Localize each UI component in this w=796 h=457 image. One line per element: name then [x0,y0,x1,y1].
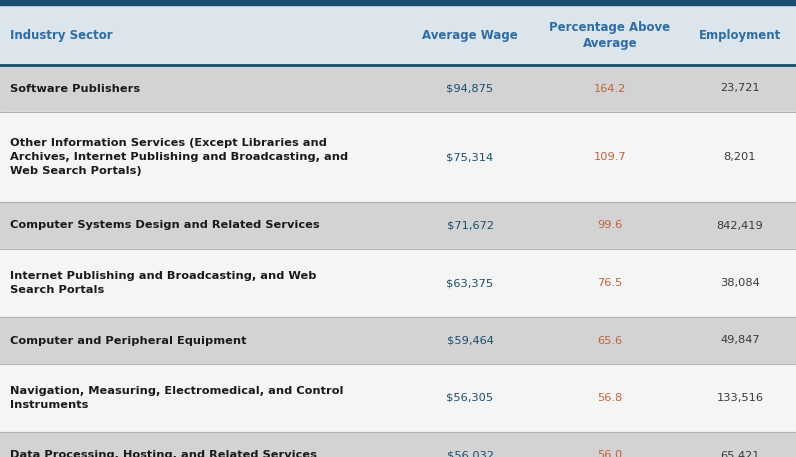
Text: 65.6: 65.6 [598,335,622,345]
Text: Computer Systems Design and Related Services: Computer Systems Design and Related Serv… [10,220,320,230]
Text: $63,375: $63,375 [447,278,494,288]
Text: $56,305: $56,305 [447,393,494,403]
Bar [0,202,796,249]
Text: $71,672: $71,672 [447,220,494,230]
Text: 38,084: 38,084 [720,278,760,288]
Text: Navigation, Measuring, Electromedical, and Control
Instruments: Navigation, Measuring, Electromedical, a… [10,386,344,410]
Bar [0,5,796,65]
Bar [0,112,796,202]
Bar [0,0,796,5]
Text: 164.2: 164.2 [594,84,626,94]
Bar [0,432,796,457]
Text: Internet Publishing and Broadcasting, and Web
Search Portals: Internet Publishing and Broadcasting, an… [10,271,317,295]
Text: Computer and Peripheral Equipment: Computer and Peripheral Equipment [10,335,247,345]
Bar [0,317,796,364]
Text: $59,464: $59,464 [447,335,494,345]
Text: Industry Sector: Industry Sector [10,28,112,42]
Text: 133,516: 133,516 [716,393,763,403]
Text: 56.0: 56.0 [597,451,622,457]
Text: Average Wage: Average Wage [422,28,518,42]
Text: 65,421: 65,421 [720,451,759,457]
Text: 76.5: 76.5 [597,278,622,288]
Text: Percentage Above
Average: Percentage Above Average [549,21,670,49]
Text: Employment: Employment [699,28,781,42]
Text: Data Processing, Hosting, and Related Services: Data Processing, Hosting, and Related Se… [10,451,317,457]
Text: Software Publishers: Software Publishers [10,84,140,94]
Text: $75,314: $75,314 [447,152,494,162]
Text: $56,032: $56,032 [447,451,494,457]
Text: 49,847: 49,847 [720,335,760,345]
Bar [0,65,796,112]
Text: Other Information Services (Except Libraries and
Archives, Internet Publishing a: Other Information Services (Except Libra… [10,138,348,176]
Text: 109.7: 109.7 [594,152,626,162]
Text: 8,201: 8,201 [724,152,756,162]
Text: 23,721: 23,721 [720,84,760,94]
Text: 56.8: 56.8 [597,393,622,403]
Text: 99.6: 99.6 [597,220,622,230]
Bar [0,364,796,432]
Text: $94,875: $94,875 [447,84,494,94]
Bar [0,249,796,317]
Text: 842,419: 842,419 [716,220,763,230]
